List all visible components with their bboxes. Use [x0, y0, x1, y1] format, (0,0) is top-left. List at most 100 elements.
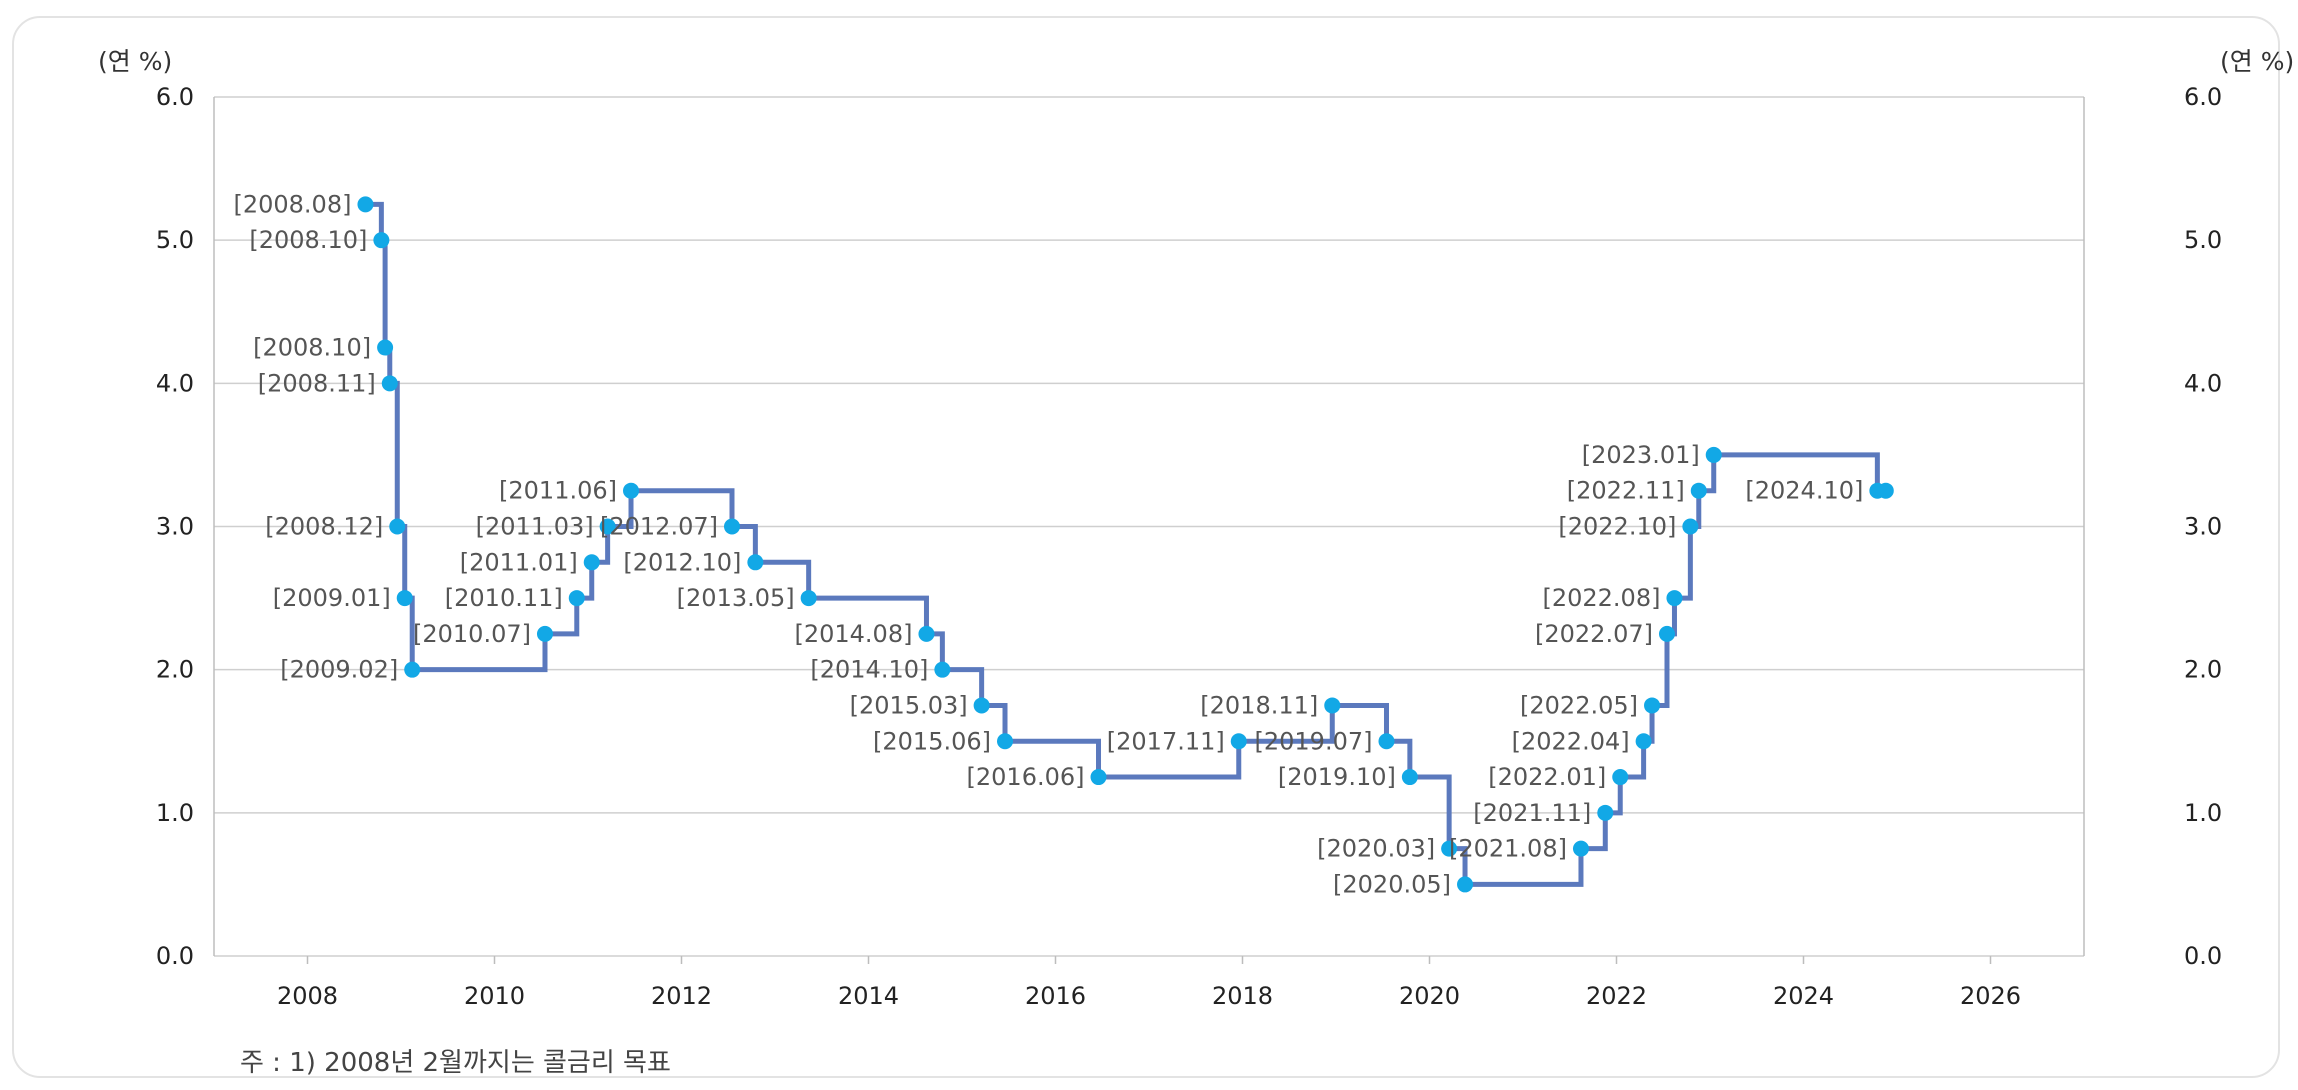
data-label: [2022.11] — [1567, 477, 1685, 505]
y-tick-label-right: 1.0 — [2184, 799, 2222, 827]
data-point — [723, 518, 740, 535]
data-label: [2013.05] — [677, 584, 795, 612]
data-point — [1705, 446, 1722, 463]
y-tick-label-right: 5.0 — [2184, 226, 2222, 254]
y-tick-label-left: 1.0 — [156, 799, 194, 827]
data-point — [800, 590, 817, 607]
x-tick-label: 2022 — [1586, 982, 1647, 1010]
y-tick-label-right: 3.0 — [2184, 513, 2222, 541]
data-point — [377, 339, 394, 356]
data-label: [2008.11] — [258, 369, 376, 397]
data-labels: [2008.08] [2008.10] [2008.10] [2008.11] [200… — [233, 190, 1863, 898]
data-label: [2023.01] — [1582, 441, 1700, 469]
x-tick-label: 2008 — [277, 982, 338, 1010]
data-point — [583, 554, 600, 571]
y-tick-label-right: 0.0 — [2184, 942, 2222, 970]
data-label: [2020.05] — [1333, 870, 1451, 898]
data-point — [404, 661, 421, 678]
data-point — [747, 554, 764, 571]
data-point — [1612, 769, 1629, 786]
data-label: [2010.07] — [413, 620, 531, 648]
data-label: [2009.01] — [273, 584, 391, 612]
rate-step-line — [365, 201, 1886, 887]
x-tick-label: 2010 — [464, 982, 525, 1010]
y-tick-label-right: 2.0 — [2184, 656, 2222, 684]
data-label: [2017.11] — [1107, 727, 1225, 755]
data-point — [1230, 733, 1247, 750]
x-tick-label: 2018 — [1212, 982, 1273, 1010]
data-point — [1666, 590, 1683, 607]
data-label: [2015.06] — [873, 727, 991, 755]
chart-card — [12, 16, 2280, 1078]
data-point — [1658, 625, 1675, 642]
data-label: [2018.11] — [1200, 691, 1318, 719]
data-label: [2014.10] — [810, 656, 928, 684]
data-point — [1597, 804, 1614, 821]
data-label: [2019.10] — [1278, 763, 1396, 791]
x-tick-label: 2012 — [651, 982, 712, 1010]
grid-lines — [214, 96, 2084, 957]
data-label: [2008.08] — [233, 190, 351, 218]
data-label: [2012.07] — [600, 513, 718, 541]
data-point — [1690, 482, 1707, 499]
series-line — [365, 201, 1886, 887]
y-tick-label-left: 3.0 — [156, 513, 194, 541]
data-point — [536, 625, 553, 642]
data-label: [2014.08] — [794, 620, 912, 648]
data-point — [1572, 840, 1589, 857]
y-tick-label-left: 0.0 — [156, 942, 194, 970]
footnote: 주 : 1) 2008년 2월까지는 콜금리 목표 — [240, 1048, 671, 1078]
data-points — [357, 196, 1894, 893]
data-point — [599, 518, 616, 535]
data-point — [1378, 733, 1395, 750]
x-tick-label: 2020 — [1399, 982, 1460, 1010]
data-label: [2008.10] — [253, 334, 371, 362]
x-tick-label: 2026 — [1960, 982, 2021, 1010]
data-label: [2021.11] — [1473, 799, 1591, 827]
y-axis-label-left: (연 %) — [98, 47, 172, 76]
y-tick-label-right: 6.0 — [2184, 83, 2222, 111]
y-axis-label-right: (연 %) — [2220, 47, 2294, 76]
data-point — [623, 482, 640, 499]
x-tick-label: 2014 — [838, 982, 899, 1010]
y-tick-label-left: 6.0 — [156, 83, 194, 111]
data-point — [357, 196, 374, 213]
data-point — [1324, 697, 1341, 714]
data-point — [1877, 482, 1894, 499]
data-label: [2011.06] — [499, 477, 617, 505]
x-tick-label: 2024 — [1773, 982, 1834, 1010]
data-label: [2011.03] — [476, 513, 594, 541]
data-point — [381, 375, 398, 392]
data-point — [396, 590, 413, 607]
data-point — [1441, 840, 1458, 857]
data-label: [2009.02] — [280, 656, 398, 684]
x-tick-label: 2016 — [1025, 982, 1086, 1010]
data-label: [2008.10] — [249, 226, 367, 254]
data-point — [1644, 697, 1661, 714]
data-label: [2020.03] — [1317, 835, 1435, 863]
y-tick-label-left: 2.0 — [156, 656, 194, 684]
data-point — [568, 590, 585, 607]
data-label: [2008.12] — [265, 513, 383, 541]
y-tick-label-left: 4.0 — [156, 369, 194, 397]
data-point — [1090, 769, 1107, 786]
data-point — [1682, 518, 1699, 535]
data-label: [2022.07] — [1535, 620, 1653, 648]
data-label: [2022.05] — [1520, 691, 1638, 719]
data-point — [1457, 876, 1474, 893]
data-label: [2016.06] — [967, 763, 1085, 791]
data-label: [2022.10] — [1558, 513, 1676, 541]
data-label: [2012.10] — [623, 548, 741, 576]
data-label: [2022.08] — [1542, 584, 1660, 612]
data-label: [2015.03] — [850, 691, 968, 719]
data-point — [1635, 733, 1652, 750]
data-point — [1401, 769, 1418, 786]
data-label: [2019.07] — [1255, 727, 1373, 755]
data-point — [389, 518, 406, 535]
data-point — [973, 697, 990, 714]
y-tick-label-right: 4.0 — [2184, 369, 2222, 397]
data-label: [2010.11] — [445, 584, 563, 612]
data-point — [918, 625, 935, 642]
data-label: [2022.01] — [1488, 763, 1606, 791]
